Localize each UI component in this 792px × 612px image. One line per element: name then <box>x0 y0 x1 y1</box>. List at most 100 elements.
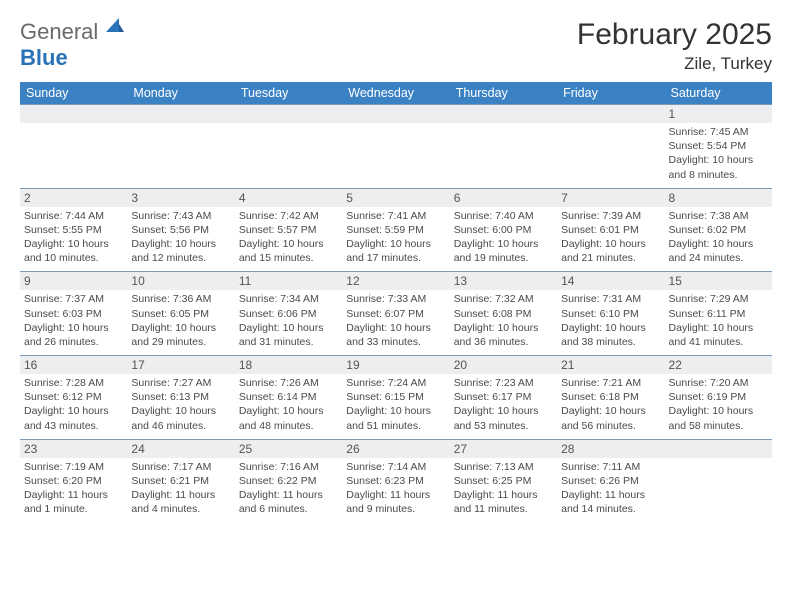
sunset-text: Sunset: 6:12 PM <box>24 390 123 404</box>
day-info: Sunrise: 7:32 AMSunset: 6:08 PMDaylight:… <box>454 292 553 349</box>
day-cell: 6Sunrise: 7:40 AMSunset: 6:00 PMDaylight… <box>450 188 557 272</box>
day-cell <box>557 105 664 189</box>
day-info: Sunrise: 7:34 AMSunset: 6:06 PMDaylight:… <box>239 292 338 349</box>
day-cell: 18Sunrise: 7:26 AMSunset: 6:14 PMDayligh… <box>235 356 342 440</box>
day-number <box>235 105 342 123</box>
brand-logo: General Blue <box>20 18 124 71</box>
sail-icon <box>106 18 124 32</box>
day-cell <box>450 105 557 189</box>
day-cell: 19Sunrise: 7:24 AMSunset: 6:15 PMDayligh… <box>342 356 449 440</box>
daylight-text: Daylight: 10 hours and 31 minutes. <box>239 321 338 349</box>
daylight-text: Daylight: 11 hours and 9 minutes. <box>346 488 445 516</box>
day-number: 10 <box>127 272 234 290</box>
day-info: Sunrise: 7:11 AMSunset: 6:26 PMDaylight:… <box>561 460 660 517</box>
day-info: Sunrise: 7:23 AMSunset: 6:17 PMDaylight:… <box>454 376 553 433</box>
sunset-text: Sunset: 6:20 PM <box>24 474 123 488</box>
sunrise-text: Sunrise: 7:44 AM <box>24 209 123 223</box>
sunrise-text: Sunrise: 7:40 AM <box>454 209 553 223</box>
daylight-text: Daylight: 10 hours and 29 minutes. <box>131 321 230 349</box>
weekday-header: Saturday <box>665 82 772 105</box>
day-cell: 15Sunrise: 7:29 AMSunset: 6:11 PMDayligh… <box>665 272 772 356</box>
day-number <box>342 105 449 123</box>
weekday-header: Sunday <box>20 82 127 105</box>
sunset-text: Sunset: 6:01 PM <box>561 223 660 237</box>
day-number: 13 <box>450 272 557 290</box>
daylight-text: Daylight: 10 hours and 21 minutes. <box>561 237 660 265</box>
day-info: Sunrise: 7:31 AMSunset: 6:10 PMDaylight:… <box>561 292 660 349</box>
sunset-text: Sunset: 5:55 PM <box>24 223 123 237</box>
sunrise-text: Sunrise: 7:39 AM <box>561 209 660 223</box>
sunrise-text: Sunrise: 7:31 AM <box>561 292 660 306</box>
daylight-text: Daylight: 10 hours and 8 minutes. <box>669 153 768 181</box>
daylight-text: Daylight: 11 hours and 11 minutes. <box>454 488 553 516</box>
day-info: Sunrise: 7:20 AMSunset: 6:19 PMDaylight:… <box>669 376 768 433</box>
sunset-text: Sunset: 5:59 PM <box>346 223 445 237</box>
day-number: 24 <box>127 440 234 458</box>
day-info: Sunrise: 7:29 AMSunset: 6:11 PMDaylight:… <box>669 292 768 349</box>
day-cell: 26Sunrise: 7:14 AMSunset: 6:23 PMDayligh… <box>342 439 449 522</box>
daylight-text: Daylight: 11 hours and 14 minutes. <box>561 488 660 516</box>
week-row: 1Sunrise: 7:45 AMSunset: 5:54 PMDaylight… <box>20 105 772 189</box>
brand-word1: General <box>20 19 98 44</box>
day-cell: 16Sunrise: 7:28 AMSunset: 6:12 PMDayligh… <box>20 356 127 440</box>
sunset-text: Sunset: 6:18 PM <box>561 390 660 404</box>
day-number: 2 <box>20 189 127 207</box>
day-number <box>557 105 664 123</box>
sunset-text: Sunset: 5:56 PM <box>131 223 230 237</box>
day-cell: 11Sunrise: 7:34 AMSunset: 6:06 PMDayligh… <box>235 272 342 356</box>
day-cell: 28 Sunrise: 7:11 AMSunset: 6:26 PMDayligh… <box>557 439 664 522</box>
day-cell <box>127 105 234 189</box>
day-info: Sunrise: 7:41 AMSunset: 5:59 PMDaylight:… <box>346 209 445 266</box>
sunrise-text: Sunrise: 7:16 AM <box>239 460 338 474</box>
sunrise-text: Sunrise: 7:33 AM <box>346 292 445 306</box>
sunrise-text: Sunrise: 7:20 AM <box>669 376 768 390</box>
day-cell: 12Sunrise: 7:33 AMSunset: 6:07 PMDayligh… <box>342 272 449 356</box>
sunrise-text: Sunrise: 7:14 AM <box>346 460 445 474</box>
sunset-text: Sunset: 6:07 PM <box>346 307 445 321</box>
sunrise-text: Sunrise: 7:42 AM <box>239 209 338 223</box>
daylight-text: Daylight: 10 hours and 41 minutes. <box>669 321 768 349</box>
day-cell: 10 Sunrise: 7:36 AMSunset: 6:05 PMDayligh… <box>127 272 234 356</box>
day-info: Sunrise: 7:36 AMSunset: 6:05 PMDaylight:… <box>131 292 230 349</box>
weekday-header: Friday <box>557 82 664 105</box>
daylight-text: Daylight: 10 hours and 51 minutes. <box>346 404 445 432</box>
day-info: Sunrise: 7:24 AMSunset: 6:15 PMDaylight:… <box>346 376 445 433</box>
sunrise-text: Sunrise: 7:26 AM <box>239 376 338 390</box>
calendar-table: SundayMondayTuesdayWednesdayThursdayFrid… <box>20 82 772 522</box>
sunrise-text: Sunrise: 7:45 AM <box>669 125 768 139</box>
daylight-text: Daylight: 10 hours and 24 minutes. <box>669 237 768 265</box>
sunrise-text: Sunrise: 7:27 AM <box>131 376 230 390</box>
sunrise-text: Sunrise: 7:36 AM <box>131 292 230 306</box>
day-info: Sunrise: 7:26 AMSunset: 6:14 PMDaylight:… <box>239 376 338 433</box>
day-number: 21 <box>557 356 664 374</box>
sunrise-text: Sunrise: 7:24 AM <box>346 376 445 390</box>
sunrise-text: Sunrise: 7:21 AM <box>561 376 660 390</box>
calendar-body: 1Sunrise: 7:45 AMSunset: 5:54 PMDaylight… <box>20 105 772 523</box>
daylight-text: Daylight: 10 hours and 12 minutes. <box>131 237 230 265</box>
location-label: Zile, Turkey <box>577 54 772 74</box>
day-cell: 23Sunrise: 7:19 AMSunset: 6:20 PMDayligh… <box>20 439 127 522</box>
sunrise-text: Sunrise: 7:34 AM <box>239 292 338 306</box>
day-info: Sunrise: 7:40 AMSunset: 6:00 PMDaylight:… <box>454 209 553 266</box>
day-number <box>127 105 234 123</box>
day-cell: 27Sunrise: 7:13 AMSunset: 6:25 PMDayligh… <box>450 439 557 522</box>
daylight-text: Daylight: 10 hours and 33 minutes. <box>346 321 445 349</box>
day-number: 28 <box>557 440 664 458</box>
day-cell: 5Sunrise: 7:41 AMSunset: 5:59 PMDaylight… <box>342 188 449 272</box>
day-cell: 1Sunrise: 7:45 AMSunset: 5:54 PMDaylight… <box>665 105 772 189</box>
day-number: 14 <box>557 272 664 290</box>
day-number <box>665 440 772 458</box>
week-row: 2 Sunrise: 7:44 AMSunset: 5:55 PM Daylight… <box>20 188 772 272</box>
daylight-text: Daylight: 10 hours and 56 minutes. <box>561 404 660 432</box>
day-info: Sunrise: 7:28 AMSunset: 6:12 PMDaylight:… <box>24 376 123 433</box>
day-cell: 2Sunrise: 7:44 AMSunset: 5:55 PMDaylight… <box>20 188 127 272</box>
day-number: 8 <box>665 189 772 207</box>
day-info: Sunrise: 7:43 AMSunset: 5:56 PMDaylight:… <box>131 209 230 266</box>
sunset-text: Sunset: 6:14 PM <box>239 390 338 404</box>
day-info: Sunrise: 7:14 AMSunset: 6:23 PMDaylight:… <box>346 460 445 517</box>
day-number: 1 <box>665 105 772 123</box>
daylight-text: Daylight: 11 hours and 1 minute. <box>24 488 123 516</box>
day-number <box>450 105 557 123</box>
sunset-text: Sunset: 6:00 PM <box>454 223 553 237</box>
day-info: Sunrise: 7:38 AMSunset: 6:02 PMDaylight:… <box>669 209 768 266</box>
